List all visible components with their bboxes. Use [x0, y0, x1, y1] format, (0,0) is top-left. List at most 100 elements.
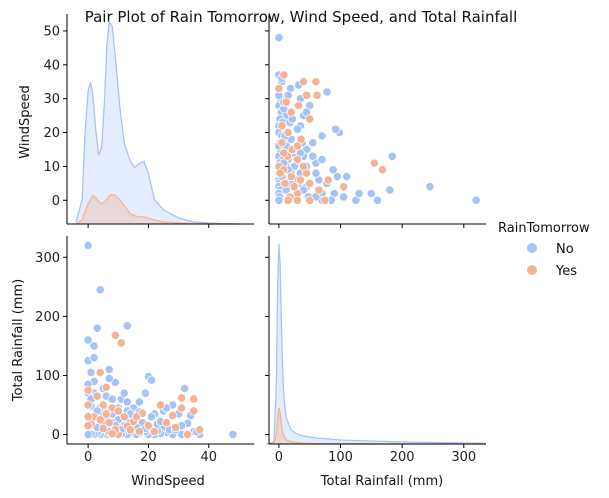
scatter-bl-point-no: [146, 412, 157, 422]
legend-marker-yes: [527, 265, 537, 275]
scatter-tr-point-no: [274, 195, 284, 205]
scatter-tr-point-yes: [292, 155, 302, 165]
y-axis-label-windspeed: WindSpeed: [18, 85, 33, 158]
scatter-tr-point-yes: [305, 114, 315, 124]
kde-windspeed-line-no: [75, 20, 239, 225]
scatter-bl-point-yes: [143, 421, 153, 431]
scatter-tr-point-no: [354, 188, 364, 199]
scatter-bl-point-yes: [113, 406, 123, 416]
scatter-tr-point-no: [425, 182, 435, 192]
scatter-bl-point-no: [104, 364, 114, 375]
scatter-tr-point-no: [366, 188, 376, 199]
x-axis-label-windspeed: WindSpeed: [131, 474, 204, 489]
scatter-tr-point-no: [330, 124, 341, 134]
xtick-label-rainfall: 100: [328, 450, 353, 465]
kde-rainfall-panel: [266, 243, 487, 445]
scatter-bl-point-no: [89, 341, 99, 351]
scatter-tr-point-yes: [298, 161, 309, 171]
scatter-tr-point-yes: [277, 138, 287, 148]
ytick-label-rainfall: 100: [35, 369, 60, 384]
scatter-bl-point-yes: [134, 426, 144, 437]
scatter-bl-point-yes: [171, 422, 181, 433]
scatter-tr-point-yes: [295, 175, 305, 185]
scatter-bl-point-no: [83, 335, 93, 345]
scatter-tr-point-no: [387, 151, 397, 161]
tick-labels: 0 10 20 30 40 50 0 100 200 300 0 20 40 0 100 200 300: [35, 24, 476, 465]
scatter-bl-point-yes: [95, 367, 105, 378]
y-axis-label-rainfall: Total Rainfall (mm): [11, 279, 26, 402]
scatter-bl-point-yes: [177, 403, 187, 413]
scatter-tr-point-yes: [301, 90, 312, 100]
kde-windspeed-area-yes: [76, 194, 239, 224]
kde-windspeed-line-yes: [75, 194, 239, 225]
scatter-tr-point-yes: [292, 195, 302, 205]
scatter-bl-point-yes: [131, 412, 141, 422]
ytick-label-windspeed: 40: [43, 58, 60, 73]
scatter-tr-point-yes: [377, 165, 387, 175]
scatter-bl-point-yes: [95, 415, 105, 425]
ytick-label-rainfall: 0: [52, 428, 60, 443]
scatter-bl-point-no: [146, 375, 157, 385]
scatter-tr-point-no: [471, 195, 481, 205]
scatter-tr-point-no: [274, 33, 284, 43]
axes-spines: [66, 14, 486, 445]
legend: RainTomorrow No Yes: [498, 221, 590, 279]
chart-title: Pair Plot of Rain Tomorrow, Wind Speed, …: [85, 8, 518, 26]
scatter-tr-point-yes: [279, 148, 289, 158]
scatter-bl-point-yes: [195, 425, 205, 435]
scatter-bl-point-yes: [119, 412, 129, 422]
scatter-bl-point-yes: [189, 406, 199, 416]
xtick-label-windspeed: 40: [200, 450, 217, 465]
scatter-tr-point-no: [385, 185, 395, 195]
scatter-bl-point-no: [140, 388, 150, 398]
scatter-bl-point-no: [122, 321, 132, 331]
scatter-bl-point-yes: [92, 391, 102, 401]
legend-label-yes: Yes: [555, 264, 577, 279]
xtick-label-rainfall: 0: [275, 450, 283, 465]
scatter-tr-point-yes: [298, 77, 309, 87]
scatter-windspeed-vs-rainfall-panel: [274, 33, 481, 205]
scatter-bl-point-yes: [98, 423, 108, 434]
ytick-label-rainfall: 300: [35, 251, 60, 266]
legend-marker-no: [527, 243, 537, 253]
scatter-tr-point-yes: [305, 178, 315, 188]
scatter-bl-point-yes: [155, 400, 166, 410]
scatter-bl-point-no: [180, 383, 190, 394]
scatter-tr-point-yes: [312, 90, 322, 100]
scatter-tr-point-yes: [311, 77, 321, 87]
scatter-tr-point-yes: [277, 121, 287, 131]
scatter-bl-point-no: [228, 429, 238, 440]
scatter-tr-point-no: [317, 155, 327, 165]
ytick-label-rainfall: 200: [35, 310, 60, 325]
scatter-bl-point-yes: [161, 418, 172, 428]
scatter-tr-point-yes: [274, 83, 284, 94]
scatter-tr-point-no: [292, 124, 302, 134]
ytick-label-windspeed: 50: [43, 24, 60, 39]
scatter-tr-point-yes: [279, 70, 289, 80]
kde-windspeed-area-no: [76, 22, 239, 224]
ytick-label-windspeed: 20: [43, 126, 60, 141]
scatter-bl-point-yes: [183, 429, 193, 440]
scatter-bl-point-yes: [101, 409, 111, 419]
scatter-bl-point-yes: [125, 425, 135, 435]
scatter-bl-point-yes: [83, 400, 93, 410]
scatter-tr-point-yes: [289, 182, 299, 192]
scatter-tr-point-yes: [314, 185, 324, 195]
scatter-tr-point-no: [317, 131, 327, 141]
scatter-bl-point-yes: [83, 385, 93, 395]
ytick-label-windspeed: 30: [43, 92, 60, 107]
legend-label-no: No: [556, 242, 574, 257]
scatter-tr-point-yes: [292, 141, 302, 151]
scatter-bl-point-no: [92, 323, 102, 333]
scatter-tr-point-no: [308, 138, 318, 148]
xtick-label-rainfall: 200: [390, 450, 415, 465]
scatter-rainfall-vs-windspeed-panel: [83, 240, 238, 440]
scatter-tr-point-no: [322, 87, 332, 97]
legend-title: RainTomorrow: [498, 221, 590, 236]
scatter-tr-point-yes: [286, 107, 296, 117]
scatter-bl-point-no: [83, 429, 93, 440]
scatter-tr-point-yes: [275, 168, 285, 178]
scatter-tr-point-no: [328, 165, 338, 175]
scatter-bl-point-yes: [116, 338, 126, 348]
